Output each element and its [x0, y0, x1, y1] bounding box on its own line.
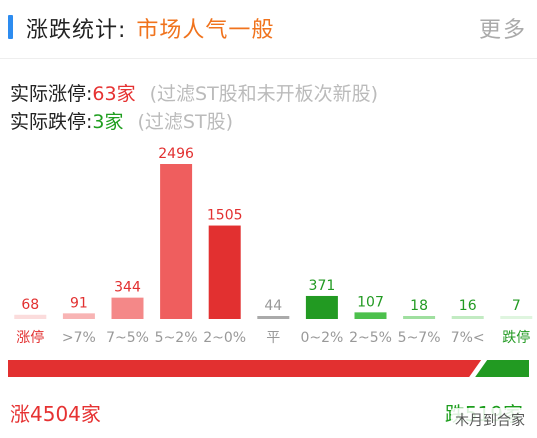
tick-label: 跌停 — [502, 329, 530, 346]
bar — [62, 313, 95, 319]
tick-label: 2~0% — [203, 330, 246, 346]
more-link[interactable]: 更多 — [478, 18, 527, 43]
bar — [403, 316, 436, 319]
bar — [208, 225, 241, 319]
tick-label: 2~5% — [349, 330, 392, 346]
limit-down-stat: 实际跌停:3家 (过滤ST股) — [10, 107, 233, 134]
watermark: 木月到合家 — [451, 408, 529, 432]
header-accent-bar — [8, 15, 13, 39]
tick-label: 5~2% — [155, 330, 198, 346]
header-title: 涨跌统计: 市场人气一般 — [26, 12, 274, 44]
limit-down-label: 实际跌停: — [10, 111, 93, 133]
bar — [111, 297, 144, 319]
header: 涨跌统计: 市场人气一般 更多 — [0, 0, 537, 59]
tick-label: >7% — [62, 330, 96, 346]
bar — [257, 316, 290, 319]
tick-label: 0~2% — [300, 330, 343, 346]
market-mood: 市场人气一般 — [136, 18, 275, 43]
limit-up-stat: 实际涨停:63家 (过滤ST股和未开板次新股) — [10, 79, 378, 106]
value-label: 44 — [264, 298, 282, 314]
bar — [451, 316, 484, 319]
bar — [160, 164, 193, 319]
bar — [305, 295, 338, 319]
tick-label: 7~5% — [106, 330, 149, 346]
bar — [354, 312, 387, 319]
value-label: 18 — [410, 298, 428, 314]
value-label: 371 — [309, 278, 336, 294]
up-ratio-bar — [8, 360, 482, 377]
value-label: 2496 — [158, 146, 194, 162]
tick-label: 7%< — [451, 330, 485, 346]
bar — [14, 314, 47, 319]
limit-down-value: 3家 — [92, 111, 124, 133]
limit-down-note: (过滤ST股) — [137, 111, 234, 133]
value-label: 16 — [459, 298, 477, 314]
value-label: 91 — [70, 295, 88, 311]
value-label: 344 — [114, 280, 141, 296]
tick-label: 涨停 — [16, 329, 44, 346]
value-label: 7 — [512, 298, 521, 314]
tick-label: 平 — [266, 330, 280, 346]
down-ratio-bar — [475, 360, 529, 377]
limit-up-note: (过滤ST股和未开板次新股) — [149, 83, 379, 105]
limit-up-label: 实际涨停: — [10, 83, 93, 105]
value-label: 1505 — [207, 208, 243, 224]
tick-label: 5~7% — [398, 330, 441, 346]
value-label: 107 — [357, 294, 384, 310]
distribution-chart: 68 涨停 91 >7% 344 7~5% 2496 5~2% 1505 2~0% 44 平 371 0~… — [8, 146, 533, 377]
total-up-label: 涨4504家 — [10, 402, 101, 426]
bar — [500, 316, 533, 319]
header-title-label: 涨跌统计: — [26, 18, 127, 43]
value-label: 68 — [21, 297, 39, 313]
limit-up-value: 63家 — [92, 83, 136, 105]
